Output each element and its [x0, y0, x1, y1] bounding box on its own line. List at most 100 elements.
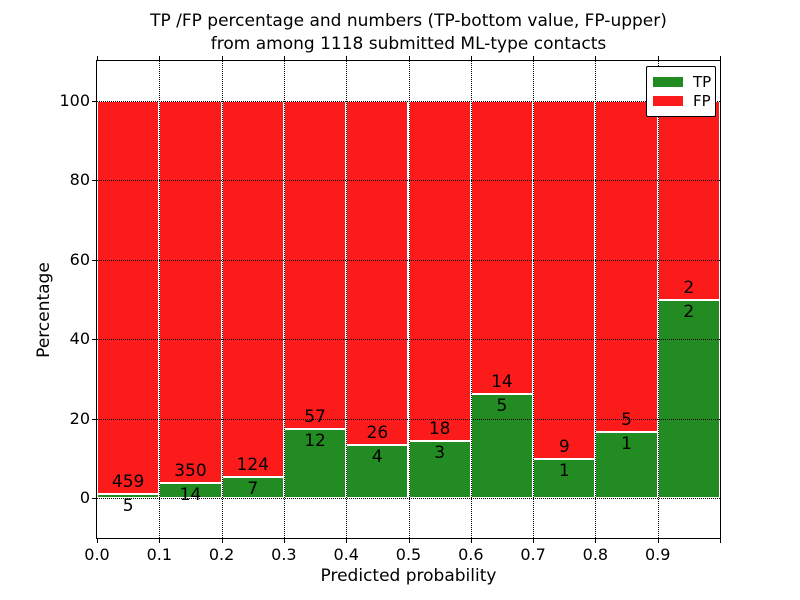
tp-count-label: 7 [247, 479, 259, 500]
x-tick-label: 0.4 [333, 545, 359, 564]
bar-fp-segment [657, 100, 720, 300]
x-tick-label: 0.1 [146, 545, 173, 564]
gridline-vertical [346, 61, 348, 538]
y-tick-label: 80 [69, 170, 90, 190]
bar-fp-segment [346, 100, 409, 446]
bar-tp-segment [657, 299, 720, 499]
x-axis-tick-top [283, 56, 285, 60]
tp-count-label: 5 [122, 495, 134, 516]
y-axis-tick [92, 100, 96, 102]
bar-tp-segment [346, 445, 409, 499]
x-axis-tick-top [470, 56, 472, 60]
fp-count-label: 2 [683, 277, 695, 298]
x-axis-tick [346, 539, 348, 543]
bar-fp-segment [533, 100, 596, 459]
bar-fp-segment [221, 100, 284, 478]
bar-fp-segment [595, 100, 658, 432]
x-axis-tick-top [408, 56, 410, 60]
fp-count-label: 57 [304, 407, 326, 428]
x-axis-tick-top [657, 56, 659, 60]
fp-count-label: 5 [621, 409, 632, 430]
x-axis-tick-top [595, 56, 597, 60]
x-tick-label: 0.0 [84, 545, 110, 564]
fp-count-label: 459 [111, 471, 145, 492]
plot-area: 459 5 350 14 124 7 57 12 26 4 18 3 14 5 9 1 5 1 2 2 [96, 60, 721, 539]
x-axis-tick [221, 539, 223, 543]
tp-count-label: 4 [371, 447, 383, 468]
fp-count-label: 26 [366, 423, 389, 444]
fp-count-label: 18 [428, 419, 451, 440]
gridline-vertical [595, 61, 597, 538]
chart-title-line1: TP /FP percentage and numbers (TP-bottom… [150, 11, 667, 31]
x-tick-label: 0.5 [395, 545, 422, 564]
legend-label-fp: FP [693, 92, 711, 110]
x-axis-tick-top [159, 56, 161, 60]
gridline-vertical [408, 61, 410, 538]
x-axis-tick [97, 539, 98, 543]
tp-count-label: 1 [621, 433, 632, 454]
y-tick-label: 20 [69, 408, 90, 428]
gridline-vertical [283, 61, 285, 538]
x-tick-label: 0.7 [520, 545, 546, 564]
x-axis-tick [159, 539, 161, 543]
fp-count-label: 14 [491, 371, 513, 392]
x-axis-tick-top [346, 56, 348, 60]
legend-swatch-fp [653, 96, 683, 106]
x-axis-tick [470, 539, 472, 543]
tp-count-label: 1 [558, 460, 570, 481]
x-axis-tick [657, 539, 659, 543]
x-tick-label: 0.6 [458, 545, 484, 564]
x-axis-tick-top [97, 56, 98, 60]
x-axis-tick [283, 539, 285, 543]
bar-tp-segment [533, 458, 596, 499]
y-axis-label: Percentage [34, 262, 54, 358]
x-axis-tick [720, 539, 721, 543]
fp-count-label: 9 [558, 436, 570, 457]
x-axis-tick [408, 539, 410, 543]
x-tick-label: 0.9 [644, 545, 671, 564]
y-axis-tick [92, 339, 96, 341]
bar-fp-segment [159, 100, 222, 483]
legend-label-tp: TP [693, 73, 712, 91]
gridline-vertical [159, 61, 161, 538]
x-tick-label: 0.2 [208, 545, 235, 564]
legend-swatch-tp [653, 77, 683, 87]
bar-fp-segment [408, 100, 471, 442]
chart-title: TP /FP percentage and numbers (TP-bottom… [96, 10, 721, 56]
x-axis-tick-top [720, 56, 721, 60]
y-axis-tick [92, 259, 96, 261]
bar-tp-segment [283, 429, 347, 499]
tp-count-label: 14 [179, 484, 202, 505]
legend: TP FP [646, 66, 716, 117]
fp-count-label: 124 [236, 455, 269, 476]
tp-count-label: 2 [683, 301, 695, 322]
bar-fp-segment [97, 100, 160, 494]
x-axis-tick-top [533, 56, 535, 60]
gridline-vertical [221, 61, 223, 538]
x-axis-tick [533, 539, 535, 543]
x-tick-label: 0.8 [582, 545, 609, 564]
x-axis-label: Predicted probability [320, 566, 497, 586]
bar-tp-segment [408, 441, 471, 499]
y-tick-label: 100 [59, 90, 90, 110]
y-tick-label: 60 [69, 249, 90, 269]
gridline-vertical [657, 61, 659, 538]
fp-count-label: 350 [174, 460, 207, 481]
bar-fp-segment [470, 100, 534, 394]
x-axis-tick [595, 539, 597, 543]
y-axis-tick [92, 180, 96, 182]
tp-count-label: 12 [304, 431, 326, 452]
x-axis-tick-top [221, 56, 223, 60]
gridline-vertical [470, 61, 472, 538]
x-tick-label: 0.3 [271, 545, 297, 564]
tp-count-label: 5 [496, 395, 508, 416]
y-tick-label: 40 [69, 329, 90, 349]
legend-row-tp: TP [653, 73, 712, 91]
bar-fp-segment [283, 100, 347, 430]
chart-title-line2: from among 1118 submitted ML-type contac… [210, 34, 607, 54]
y-axis-tick [92, 498, 96, 500]
bar-tp-segment [97, 493, 160, 499]
y-tick-label: 0 [79, 488, 90, 508]
gridline-vertical [533, 61, 535, 538]
